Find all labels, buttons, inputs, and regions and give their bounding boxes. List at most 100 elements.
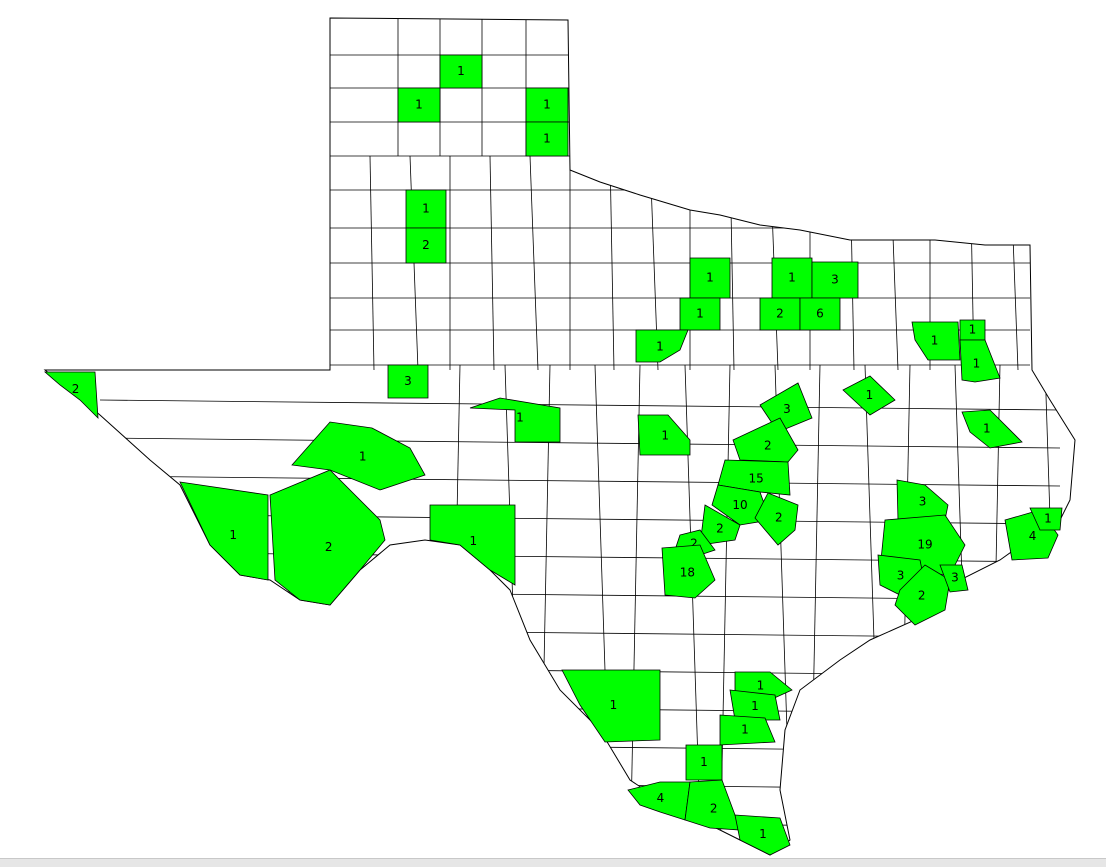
county-shape xyxy=(711,484,771,526)
county-border xyxy=(810,364,821,841)
county-count-label: 2 xyxy=(716,521,724,535)
county-highlighted: 2 xyxy=(684,779,741,831)
county-highlighted: 1 xyxy=(405,189,447,229)
county-count-label: 1 xyxy=(706,271,714,285)
county-count-label: 10 xyxy=(732,498,747,512)
county-highlighted: 1 xyxy=(1029,507,1063,531)
county-border xyxy=(99,437,1061,449)
county-border xyxy=(99,817,1061,829)
county-count-label: 2 xyxy=(918,588,926,602)
county-highlighted: 1 xyxy=(561,669,661,743)
county-highlighted: 1 xyxy=(525,121,569,157)
county-shape xyxy=(1029,507,1063,531)
county-count-label: 3 xyxy=(919,495,927,509)
county-count-label: 1 xyxy=(969,323,977,337)
county-shape xyxy=(679,297,721,331)
county-shape xyxy=(717,459,791,496)
county-highlighted: 1 xyxy=(525,87,569,123)
county-count-label: 15 xyxy=(749,471,764,485)
county-border xyxy=(99,741,1061,753)
county-shape xyxy=(939,564,969,593)
county-shape xyxy=(959,339,1001,383)
county-highlighted: 1 xyxy=(959,319,986,341)
county-border xyxy=(630,364,641,841)
county-shape xyxy=(719,714,776,746)
county-shape xyxy=(734,814,791,856)
county-highlighted: 18 xyxy=(661,544,716,599)
county-highlighted: 1 xyxy=(179,481,269,581)
county-count-label: 1 xyxy=(751,699,759,713)
county-count-label: 1 xyxy=(661,429,669,443)
county-count-label: 1 xyxy=(516,411,524,425)
county-highlighted: 1 xyxy=(635,329,689,363)
county-shape xyxy=(405,227,447,264)
county-shape xyxy=(896,479,949,521)
county-shape xyxy=(729,689,781,721)
county-count-label: 1 xyxy=(931,333,939,347)
county-count-label: 1 xyxy=(866,388,874,402)
county-count-label: 2 xyxy=(776,307,784,321)
county-count-label: 2 xyxy=(690,537,698,551)
county-count-label: 2 xyxy=(422,238,430,252)
county-highlighted: 1 xyxy=(719,714,776,746)
county-count-label: 1 xyxy=(229,528,237,542)
window-bottom-bar xyxy=(0,858,1106,867)
county-shape xyxy=(842,375,896,416)
county-highlighted: 2 xyxy=(269,469,386,606)
county-border xyxy=(954,364,971,841)
county-highlighted: 3 xyxy=(939,564,969,593)
county-highlighted: 1 xyxy=(842,375,896,416)
county-highlighted: 3 xyxy=(387,364,429,399)
county-count-label: 2 xyxy=(775,511,783,525)
county-highlighted: 1 xyxy=(689,257,731,299)
county-count-label: 1 xyxy=(470,534,478,548)
county-shape xyxy=(732,417,799,463)
county-border xyxy=(864,364,881,841)
county-shape xyxy=(387,364,429,399)
county-count-label: 1 xyxy=(543,132,551,146)
county-highlighted: 3 xyxy=(896,479,949,521)
county-border xyxy=(99,399,1061,411)
county-shape xyxy=(635,329,689,363)
county-highlighted: 4 xyxy=(627,781,691,821)
county-border xyxy=(489,155,495,371)
county-count-label: 6 xyxy=(816,307,824,321)
county-highlighted: 2 xyxy=(405,227,447,264)
county-count-label: 19 xyxy=(917,538,932,552)
county-highlighted: 1 xyxy=(729,689,781,721)
county-highlighted: 1 xyxy=(734,814,791,856)
county-count-label: 1 xyxy=(983,421,991,435)
county-borders xyxy=(99,18,1061,841)
county-count-label: 3 xyxy=(897,569,905,583)
county-highlighted: 2 xyxy=(43,371,99,420)
county-highlighted: 2 xyxy=(732,417,799,463)
county-count-label: 1 xyxy=(741,723,749,737)
county-highlighted: 1 xyxy=(685,744,723,781)
county-count-label: 2 xyxy=(764,439,772,453)
county-border xyxy=(369,155,375,371)
county-count-label: 1 xyxy=(1044,512,1052,526)
county-count-label: 1 xyxy=(359,449,367,463)
county-count-label: 1 xyxy=(457,64,465,78)
county-shape xyxy=(397,87,441,123)
county-count-label: 3 xyxy=(783,402,791,416)
county-highlighted: 1 xyxy=(439,54,483,89)
county-border xyxy=(1044,364,1061,841)
county-count-label: 4 xyxy=(1029,529,1037,543)
county-highlighted: 3 xyxy=(811,261,859,299)
county-highlighted: 1 xyxy=(291,421,426,491)
county-border xyxy=(99,627,1061,639)
county-shape xyxy=(637,414,691,456)
county-border xyxy=(450,364,461,841)
county-shape xyxy=(754,492,799,546)
county-shape xyxy=(43,371,99,420)
county-count-label: 2 xyxy=(325,540,333,554)
county-highlighted: 1 xyxy=(397,87,441,123)
county-shape xyxy=(439,54,483,89)
county-shape xyxy=(894,564,951,626)
county-highlighted: 1 xyxy=(771,257,813,299)
county-count-label: 1 xyxy=(696,307,704,321)
county-shape xyxy=(961,409,1023,449)
county-highlighted: 1 xyxy=(679,297,721,331)
